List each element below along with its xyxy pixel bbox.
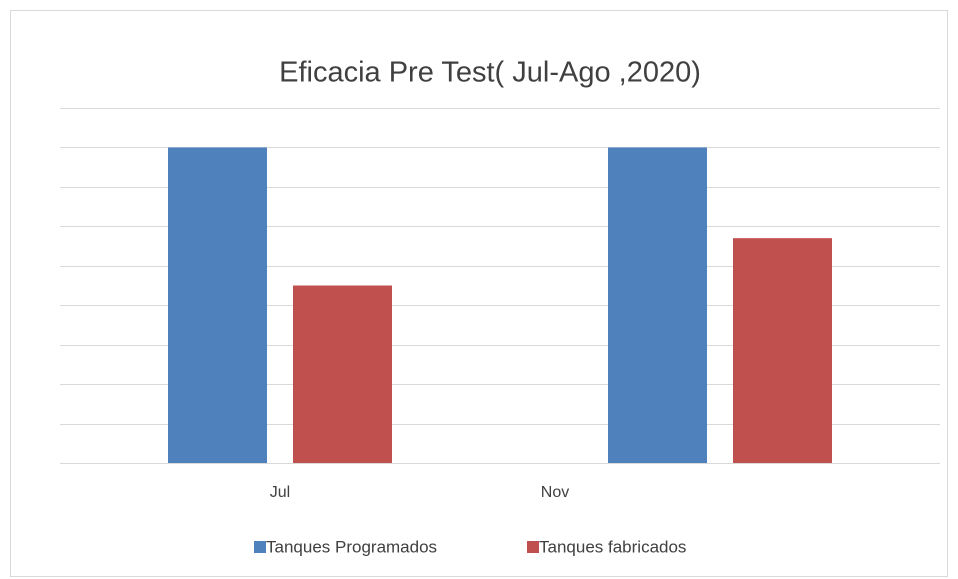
- x-tick-label: Nov: [541, 484, 569, 501]
- bar: [733, 238, 832, 463]
- legend-swatch: [527, 541, 539, 553]
- legend-label: Tanques Programados: [266, 537, 437, 556]
- bar: [293, 285, 392, 463]
- chart-title: Eficacia Pre Test( Jul-Ago ,2020): [279, 57, 701, 89]
- legend-swatch: [254, 541, 266, 553]
- legend-label: Tanques fabricados: [539, 537, 686, 556]
- bar: [168, 147, 267, 463]
- bar: [608, 147, 707, 463]
- x-tick-label: Jul: [270, 484, 290, 501]
